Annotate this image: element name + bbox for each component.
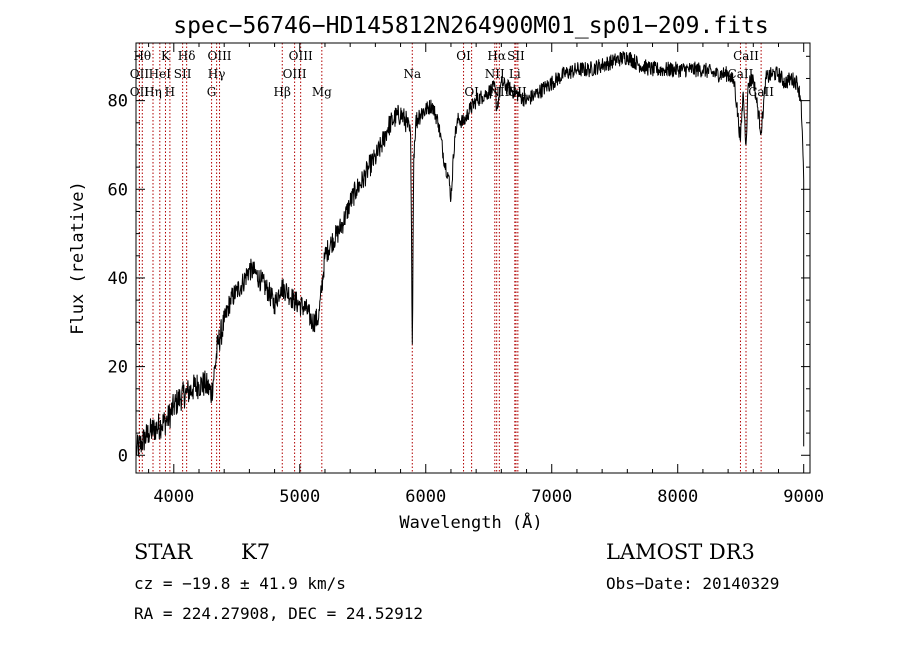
line-marker-label: K	[161, 49, 171, 63]
line-marker-label: OIII	[207, 49, 231, 63]
line-marker-label: CaII	[733, 49, 759, 63]
spectral-line-labels: HθOIIOIIHηHeIKHSIIHδGHγOIIIHβOIIIOIIIMgN…	[130, 49, 775, 99]
line-marker-label: G	[207, 85, 217, 99]
y-tick-label: 60	[108, 180, 128, 200]
line-marker-label: H	[165, 85, 175, 99]
x-axis-label: Wavelength (Å)	[399, 511, 542, 533]
line-marker-label: Na	[403, 67, 421, 81]
x-tick-label: 5000	[279, 487, 320, 507]
y-tick-label: 0	[118, 446, 128, 466]
spectral-line-markers	[138, 43, 762, 473]
line-marker-label: CaII	[748, 85, 774, 99]
line-marker-label: OII	[130, 67, 150, 81]
line-marker-label: Hβ	[274, 85, 291, 99]
chart-title: spec−56746−HD145812N264900M01_sp01−209.f…	[173, 13, 768, 39]
plot-frame	[135, 42, 811, 474]
line-marker-label: Hθ	[133, 49, 151, 63]
line-marker-label: Hη	[144, 85, 162, 99]
y-tick-label: 20	[108, 358, 128, 378]
x-tick-label: 4000	[153, 487, 194, 507]
observation-date: Obs−Date: 20140329	[606, 574, 779, 593]
line-marker-label: Mg	[312, 85, 332, 99]
line-marker-label: OII	[130, 85, 150, 99]
x-tick-label: 9000	[783, 487, 824, 507]
x-tick-label: 7000	[531, 487, 572, 507]
line-marker-label: OI	[464, 85, 479, 99]
line-marker-label: OIII	[283, 67, 307, 81]
x-tick-label: 8000	[657, 487, 698, 507]
object-subclass: K7	[241, 540, 270, 564]
line-marker-label: Hγ	[208, 67, 226, 81]
y-axis-label: Flux (relative)	[68, 181, 88, 335]
line-marker-label: OIII	[289, 49, 313, 63]
y-axis-ticks: 0 20 40 60 80	[108, 55, 810, 466]
line-marker-label: SII	[507, 49, 525, 63]
line-marker-label: CaII	[728, 67, 754, 81]
x-tick-label: 6000	[405, 487, 446, 507]
line-marker-label: NII	[485, 67, 505, 81]
line-marker-label: HeI	[149, 67, 172, 81]
object-class: STAR	[134, 540, 193, 564]
survey-name: LAMOST DR3	[606, 540, 755, 564]
line-marker-label: Hα	[487, 49, 506, 63]
coordinates: RA = 224.27908, DEC = 24.52912	[134, 604, 423, 623]
y-tick-label: 80	[108, 92, 128, 112]
line-marker-label: Li	[509, 67, 521, 81]
y-tick-label: 40	[108, 269, 128, 289]
redshift-velocity: cz = −19.8 ± 41.9 km/s	[134, 574, 346, 593]
line-marker-label: Hδ	[178, 49, 196, 63]
line-marker-label: SII	[174, 67, 192, 81]
line-marker-label: OI	[456, 49, 471, 63]
spectrum-line	[135, 51, 805, 457]
x-axis-ticks: 4000 5000 6000 7000 8000 9000	[148, 43, 824, 507]
